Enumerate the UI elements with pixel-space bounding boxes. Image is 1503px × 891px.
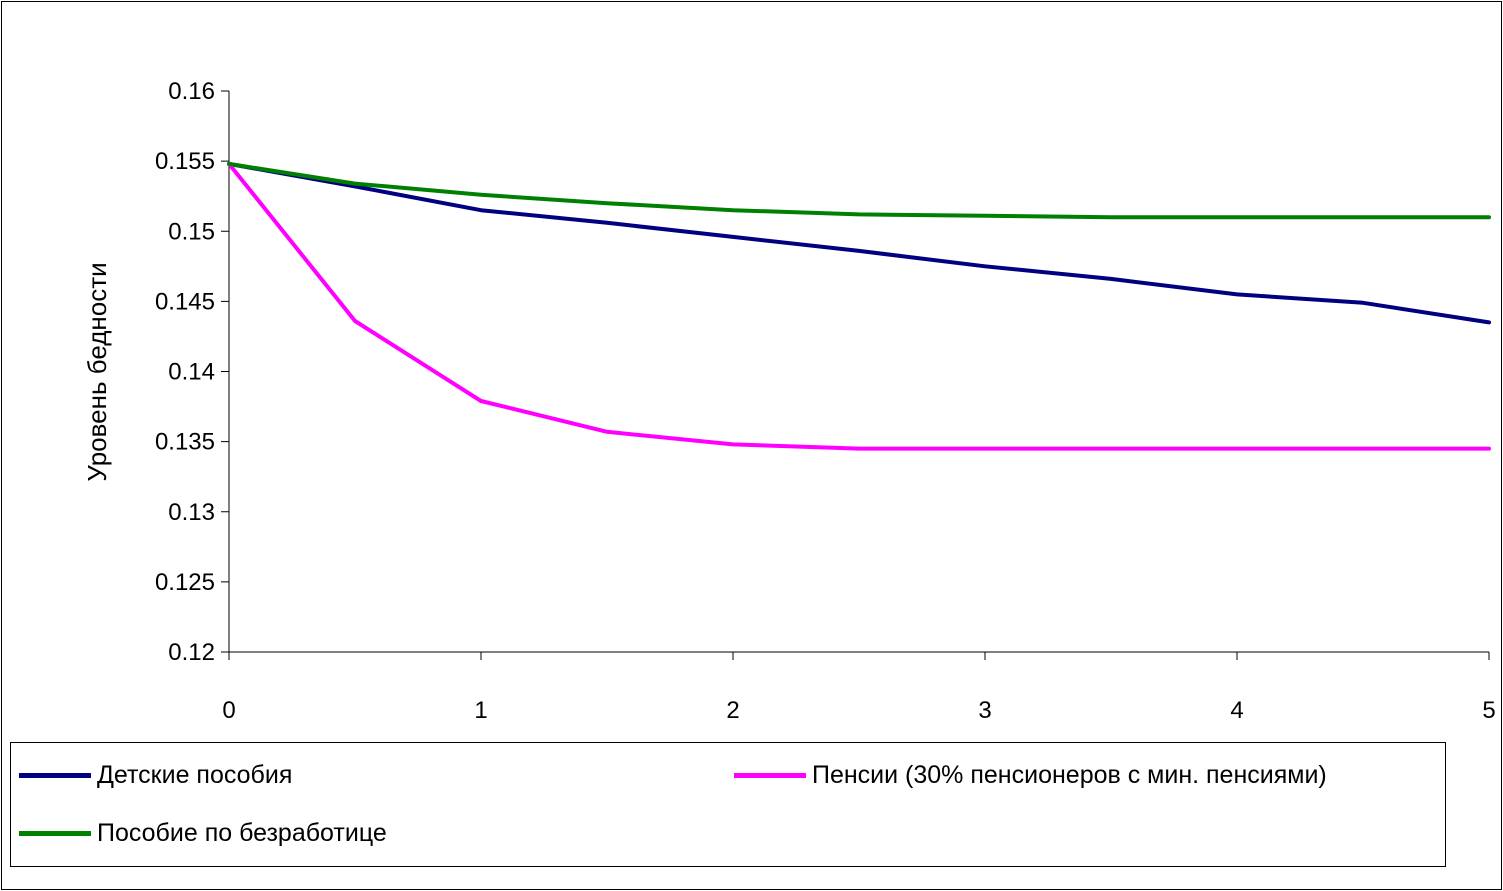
y-tick-label: 0.16: [168, 78, 215, 105]
legend-item-pensions: Пенсии (30% пенсионеров с мин. пенсиями): [734, 761, 1327, 790]
legend-label-pensions: Пенсии (30% пенсионеров с мин. пенсиями): [812, 761, 1327, 789]
x-tick-label: 2: [726, 697, 739, 724]
tick-labels: 0.12 0.125 0.13 0.135 0.14 0.145 0.15 0.155 0.16…: [155, 78, 1496, 724]
series-line-0: [227, 161, 1491, 325]
y-tick-label: 0.12: [168, 639, 215, 666]
y-tick-label: 0.145: [155, 288, 215, 315]
legend-label-unemployment-benefit: Пособие по безработице: [97, 819, 387, 847]
x-tick-label: 3: [978, 697, 991, 724]
series-line-1: [227, 161, 1491, 451]
x-tick-label: 1: [474, 697, 487, 724]
legend-swatch-pensions: [734, 773, 806, 778]
x-tick-label: 0: [222, 697, 235, 724]
legend: Детские пособия Пенсии (30% пенсионеров …: [10, 742, 1446, 867]
legend-label-child-benefits: Детские пособия: [97, 761, 293, 789]
x-tick-label: 5: [1482, 697, 1495, 724]
y-tick-label: 0.125: [155, 569, 215, 596]
y-tick-label: 0.14: [168, 359, 215, 386]
series-layer: [227, 161, 1491, 451]
legend-item-child-benefits: Детские пособия: [19, 761, 292, 790]
y-tick-label: 0.155: [155, 148, 215, 175]
x-tick-label: 4: [1230, 697, 1243, 724]
series-line-2: [227, 161, 1491, 220]
y-tick-label: 0.13: [168, 499, 215, 526]
legend-swatch-unemployment-benefit: [19, 831, 91, 836]
y-axis-title: Уровень бедности: [82, 262, 112, 481]
legend-item-unemployment-benefit: Пособие по безработице: [19, 819, 387, 848]
y-tick-label: 0.135: [155, 429, 215, 456]
legend-swatch-child-benefits: [19, 773, 91, 778]
axes: [221, 90, 1490, 660]
y-tick-label: 0.15: [168, 218, 215, 245]
